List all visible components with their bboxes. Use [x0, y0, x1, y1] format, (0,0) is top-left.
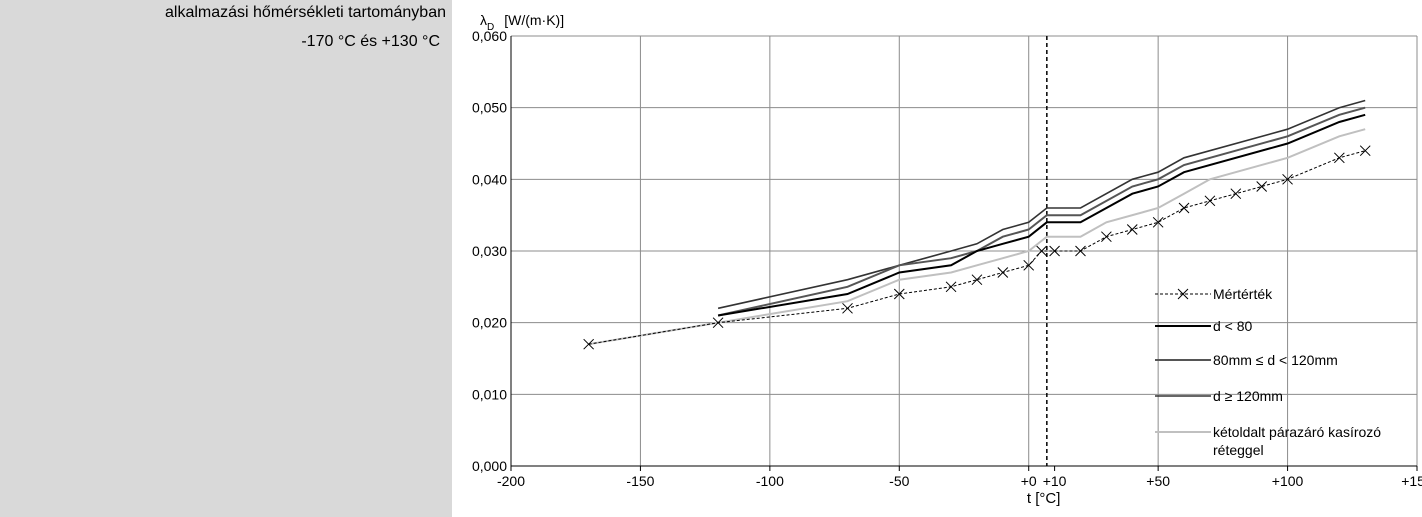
data-point-marker: [997, 267, 1009, 278]
data-point-marker: [893, 288, 905, 300]
x-tick-label: +50: [1146, 473, 1170, 489]
x-tick-label: -100: [756, 473, 784, 489]
data-point-marker: [842, 302, 853, 314]
data-point-marker: [1036, 245, 1048, 257]
y-tick-label: 0,050: [472, 100, 507, 116]
legend-label: d < 80: [1213, 318, 1253, 334]
data-point-marker: [1101, 231, 1112, 243]
legend-label: d ≥ 120mm: [1213, 388, 1283, 404]
legend-marker: [1177, 288, 1189, 300]
data-point-marker: [1230, 188, 1242, 200]
legend-label: Mértérték: [1213, 286, 1273, 302]
temperature-range-caption: alkalmazási hőmérsékleti tartományban: [164, 4, 446, 21]
data-point-marker: [945, 281, 957, 293]
data-point-marker: [1204, 195, 1216, 207]
series-line: [717, 113, 1366, 317]
data-point-marker: [1256, 181, 1268, 192]
x-tick-label: +10: [1043, 473, 1067, 489]
y-tick-label: 0,020: [472, 315, 507, 331]
y-tick-label: 0,000: [472, 458, 507, 474]
data-point-marker: [1152, 216, 1164, 228]
series-line: [717, 99, 1366, 310]
y-tick-label: 0,060: [472, 28, 507, 44]
data-point-marker: [712, 317, 724, 329]
x-tick-label: -150: [626, 473, 654, 489]
legend-label: réteggel: [1213, 442, 1264, 458]
data-point-marker: [1126, 224, 1138, 235]
legend-label: kétoldalt párazáró kasírozó: [1213, 424, 1381, 440]
x-tick-label: +100: [1272, 473, 1304, 489]
data-point-marker: [583, 338, 595, 350]
data-point-marker: [1049, 245, 1060, 257]
data-point-marker: [1178, 202, 1190, 214]
side-panel: alkalmazási hőmérsékleti tartományban -1…: [0, 0, 452, 517]
y-tick-label: 0,030: [472, 243, 507, 259]
y-tick-label: 0,040: [472, 171, 507, 187]
y-axis-label: λD [W/(m·K)]: [480, 12, 564, 33]
series-line: [588, 128, 1366, 346]
data-point-marker: [1359, 145, 1371, 157]
x-tick-label: +0: [1021, 473, 1037, 489]
data-point-marker: [1333, 152, 1345, 164]
data-point-marker: [971, 274, 983, 286]
data-point-marker: [1023, 259, 1035, 271]
series-line: [717, 106, 1366, 317]
x-tick-label: -50: [889, 473, 909, 489]
data-point-marker: [1282, 173, 1293, 185]
x-tick-label: -200: [497, 473, 525, 489]
data-point-marker: [1075, 245, 1086, 257]
y-tick-label: 0,010: [472, 386, 507, 402]
temperature-range-values: -170 °C és +130 °C: [301, 33, 440, 50]
x-axis-label: t [°C]: [1027, 490, 1061, 507]
legend-label: 80mm ≤ d < 120mm: [1213, 352, 1338, 368]
x-tick-label: +150: [1401, 473, 1422, 489]
